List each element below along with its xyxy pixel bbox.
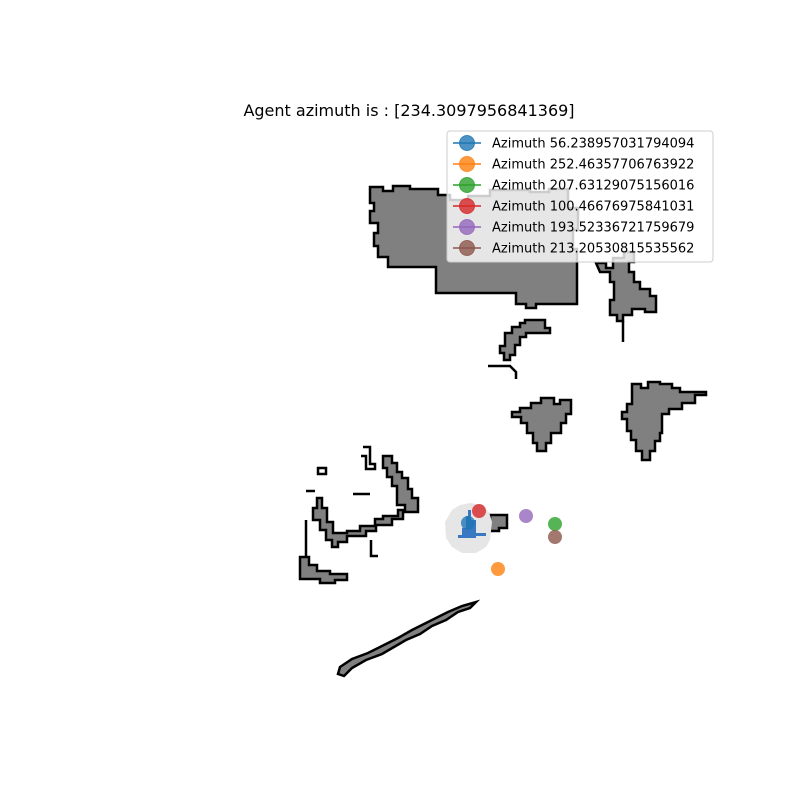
agent-position — [461, 516, 475, 530]
legend: Azimuth 56.238957031794094 Azimuth 252.46… — [446, 130, 714, 263]
obstacle-near-agent — [488, 513, 509, 533]
legend-frame — [446, 130, 714, 263]
obstacle-right-blob — [620, 380, 708, 462]
legend-marker-4 — [459, 198, 475, 214]
legend-marker-5 — [459, 219, 475, 235]
legend-label-3: Azimuth 207.63129075156016 — [492, 179, 694, 194]
obstacle-diamond — [510, 396, 573, 453]
legend-label-2: Azimuth 252.46357706763922 — [492, 158, 694, 173]
wall-left-small-2 — [361, 445, 377, 471]
legend-label-1: Azimuth 56.238957031794094 — [492, 137, 694, 152]
legend-marker-1 — [459, 135, 475, 151]
azimuth-marker-5 — [519, 509, 533, 523]
legend-label-6: Azimuth 213.20530815535562 — [492, 242, 694, 257]
figure-title: Agent azimuth is : [234.3097956841369] — [243, 101, 574, 120]
obstacle-diagonal-sliver — [336, 599, 481, 678]
legend-marker-6 — [459, 240, 475, 256]
legend-label-5: Azimuth 193.52336721759679 — [492, 221, 694, 236]
azimuth-marker-2 — [491, 562, 505, 576]
azimuth-marker-4 — [472, 504, 486, 518]
agent-glyph — [458, 510, 486, 538]
legend-marker-3 — [459, 177, 475, 193]
obstacle-bottom-left-bar — [298, 555, 349, 585]
azimuth-marker-3 — [548, 517, 562, 531]
obstacle-left-structure — [311, 454, 420, 549]
azimuth-marker-6 — [548, 530, 562, 544]
azimuth-markers — [472, 504, 562, 576]
wall-right-stub — [369, 540, 378, 558]
obstacle-small-middle — [498, 318, 552, 362]
legend-label-4: Azimuth 100.46676975841031 — [492, 200, 694, 215]
legend-marker-2 — [459, 156, 475, 172]
wall-small-middle-tail — [488, 364, 518, 379]
wall-left-small-1 — [316, 466, 328, 476]
